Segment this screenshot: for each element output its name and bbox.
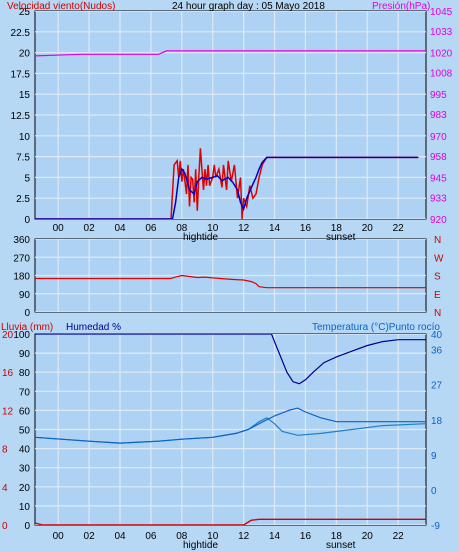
pressure-tick-label: 1020: [430, 49, 453, 60]
wind-tick-label: 25: [19, 7, 31, 18]
wind-tick-label: 5: [24, 173, 30, 184]
wind-tick-label: 7.5: [16, 153, 30, 164]
x-tick-label-top: 20: [362, 223, 374, 234]
x-tick-label-top: 12: [238, 223, 250, 234]
compass-letter: S: [434, 272, 441, 283]
temperature-tick-label: 27: [431, 381, 443, 392]
humidity-tick-label: 10: [19, 502, 31, 513]
wind-tick-label: 20: [19, 49, 31, 60]
x-tick-label-bottom: 16: [300, 531, 312, 542]
pressure-tick-label: 983: [430, 110, 447, 121]
humidity-tick-label: 90: [19, 349, 31, 360]
rain-tick-label: 8: [2, 445, 8, 456]
humidity-tick-label: 70: [19, 387, 31, 398]
pressure-tick-label: 1008: [430, 69, 453, 80]
wind-tick-label: 15: [19, 90, 31, 101]
pressure-tick-label: 970: [430, 132, 447, 143]
humidity-axis-title: Humedad %: [66, 322, 121, 333]
wind-tick-label: 17.5: [11, 69, 31, 80]
wind-axis-title: Velocidad viento(Nudos): [7, 1, 115, 12]
rain-tick-label: 12: [2, 406, 14, 417]
temperature-tick-label: -9: [431, 521, 440, 532]
x-tick-label-top: 22: [393, 223, 405, 234]
direction-tick-label: 270: [13, 253, 30, 264]
temperature-tick-label: 18: [431, 416, 443, 427]
x-tick-label-bottom: 20: [362, 531, 374, 542]
x-tick-label-bottom: 00: [53, 531, 65, 542]
chart-title: 24 hour graph day : 05 Mayo 2018: [172, 1, 325, 12]
wind-tick-label: 22.5: [11, 28, 31, 39]
temperature-tick-label: 9: [431, 451, 437, 462]
rain-line: [35, 518, 426, 525]
pressure-tick-label: 1033: [430, 27, 453, 38]
x-tick-label-bottom: 22: [393, 531, 405, 542]
pressure-tick-label: 995: [430, 90, 447, 101]
temperature-line: [35, 407, 426, 444]
x-tick-label-top: 14: [269, 223, 281, 234]
x-tick-label-top: 08: [176, 223, 188, 234]
rain-tick-label: 0: [2, 521, 8, 532]
x-tick-label-bottom: 08: [176, 531, 188, 542]
pressure-tick-label: 945: [430, 173, 447, 184]
compass-letter: N: [434, 235, 441, 246]
rain-tick-label: 16: [2, 368, 14, 379]
humidity-line: [35, 334, 426, 385]
temperature-tick-label: 40: [431, 330, 443, 341]
wind-direction-line: [35, 274, 426, 289]
x-tick-label-top: 00: [53, 223, 65, 234]
x-tick-label-bottom: 04: [114, 531, 126, 542]
x-tick-label-top: 16: [300, 223, 312, 234]
pressure-tick-label: 933: [430, 193, 447, 204]
x-tick-label-top: 10: [207, 223, 219, 234]
compass-letter: N: [434, 308, 441, 319]
sunset-label-top: sunset: [326, 232, 356, 243]
humidity-tick-label: 20: [19, 483, 31, 494]
x-tick-label-bottom: 18: [331, 531, 343, 542]
pressure-axis-title: Presión(hPa): [372, 1, 430, 12]
direction-tick-label: 180: [13, 272, 30, 283]
direction-tick-label: 90: [19, 290, 31, 301]
rain-tick-label: 20: [2, 330, 14, 341]
x-tick-label-bottom: 06: [145, 531, 157, 542]
humidity-tick-label: 30: [19, 464, 31, 475]
temperature-tick-label: 0: [431, 486, 437, 497]
humidity-tick-label: 40: [19, 445, 31, 456]
rain-tick-label: 4: [2, 483, 8, 494]
wind-tick-label: 2.5: [16, 194, 30, 205]
wind-tick-label: 10: [19, 132, 31, 143]
humidity-tick-label: 80: [19, 368, 31, 379]
wind-tick-label: 0: [24, 215, 30, 226]
pressure-tick-label: 958: [430, 152, 447, 163]
humidity-tick-label: 50: [19, 426, 31, 437]
x-tick-label-top: 04: [114, 223, 126, 234]
x-tick-label-top: 06: [145, 223, 157, 234]
compass-letter: W: [434, 253, 444, 264]
sunset-label-bottom: sunset: [326, 540, 356, 551]
temperature-axis-title: Temperatura (°C)Punto rocío: [312, 322, 440, 333]
wind-speed-line: [35, 156, 419, 219]
x-tick-label-bottom: 02: [84, 531, 96, 542]
wind-tick-label: 12.5: [11, 111, 31, 122]
direction-tick-label: 360: [13, 235, 30, 246]
pressure-tick-label: 1045: [430, 7, 453, 18]
hightide-label-bottom: hightide: [183, 540, 218, 551]
x-tick-label-top: 02: [84, 223, 96, 234]
x-tick-label-bottom: 14: [269, 531, 281, 542]
humidity-tick-label: 100: [13, 330, 30, 341]
x-tick-label-bottom: 12: [238, 531, 250, 542]
compass-letter: E: [434, 290, 441, 301]
x-tick-label-top: 18: [331, 223, 343, 234]
x-tick-label-bottom: 10: [207, 531, 219, 542]
hightide-label-top: hightide: [183, 232, 218, 243]
humidity-tick-label: 60: [19, 406, 31, 417]
temperature-tick-label: 36: [431, 346, 443, 357]
humidity-tick-label: 0: [24, 521, 30, 532]
pressure-tick-label: 920: [430, 215, 447, 226]
pressure-line: [35, 50, 426, 57]
rain-axis-title: Lluvia (mm): [1, 322, 53, 333]
direction-tick-label: 0: [24, 308, 30, 319]
